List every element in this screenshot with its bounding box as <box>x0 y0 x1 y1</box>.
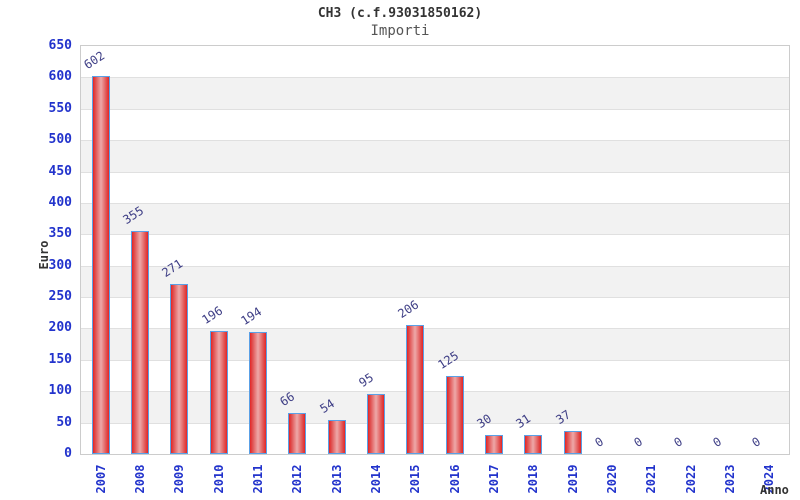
bar <box>445 375 464 454</box>
y-tick-label: 500 <box>48 132 72 148</box>
grid-band <box>81 391 789 423</box>
x-tick-label: 2015 <box>408 464 423 494</box>
x-tick-label: 2012 <box>290 464 305 494</box>
grid-band <box>81 234 789 266</box>
y-tick-label: 450 <box>48 163 72 179</box>
x-tick-label: 2009 <box>172 464 187 494</box>
x-tick-label: 2010 <box>211 464 226 494</box>
bar <box>288 412 307 454</box>
x-tick-label: 2011 <box>251 464 265 494</box>
plot-area <box>80 45 790 455</box>
grid-band <box>81 46 789 78</box>
y-tick-label: 200 <box>48 320 72 336</box>
grid-band <box>81 171 789 203</box>
x-tick-label: 2021 <box>644 464 659 494</box>
grid-band <box>81 140 789 172</box>
chart-title: CH3 (c.f.93031850162) <box>317 6 483 21</box>
x-axis-title: Anno <box>760 483 789 497</box>
bar <box>170 283 189 454</box>
x-tick-label: 2019 <box>565 464 580 494</box>
grid-band <box>81 108 789 141</box>
x-tick-label: 2008 <box>133 464 147 494</box>
y-tick-label: 400 <box>48 194 72 210</box>
y-tick-label: 50 <box>56 414 72 430</box>
bar <box>91 76 110 454</box>
grid-band <box>81 265 789 298</box>
x-tick-label: 2020 <box>605 464 619 494</box>
grid-band <box>81 202 789 235</box>
x-tick-label: 2023 <box>723 464 737 494</box>
y-axis-title: Euro <box>37 240 51 270</box>
grid-band <box>81 77 789 109</box>
y-tick-label: 150 <box>48 351 72 367</box>
bar <box>249 332 267 454</box>
y-tick-label: 350 <box>48 226 72 242</box>
grid-band <box>81 359 789 392</box>
y-tick-label: 250 <box>48 289 72 305</box>
x-tick-label: 2022 <box>683 464 698 494</box>
chart-subtitle: Importi <box>370 23 430 39</box>
bar <box>367 394 385 454</box>
bar <box>485 435 503 454</box>
bar <box>563 430 582 454</box>
y-tick-label: 100 <box>48 383 72 399</box>
grid-band <box>81 328 789 360</box>
x-tick-label: 2014 <box>369 464 383 494</box>
bar <box>327 420 346 454</box>
x-tick-label: 2017 <box>487 464 501 494</box>
y-tick-label: 550 <box>48 100 72 116</box>
bar <box>406 324 425 454</box>
x-tick-label: 2013 <box>329 464 344 494</box>
bar <box>131 231 149 454</box>
bar <box>524 434 543 454</box>
y-tick-label: 600 <box>48 69 72 85</box>
grid-band <box>81 297 789 329</box>
x-tick-label: 2016 <box>447 464 462 494</box>
y-tick-label: 300 <box>48 257 72 273</box>
x-tick-label: 2007 <box>93 464 108 494</box>
x-tick-label: 2018 <box>526 464 541 494</box>
grid-band <box>81 422 789 454</box>
y-tick-label: 0 <box>64 446 72 461</box>
y-tick-label: 650 <box>48 38 72 53</box>
bar <box>209 330 228 454</box>
